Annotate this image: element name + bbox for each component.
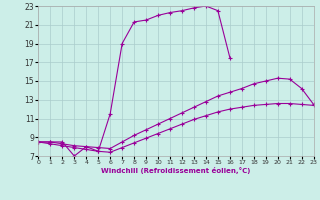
X-axis label: Windchill (Refroidissement éolien,°C): Windchill (Refroidissement éolien,°C) bbox=[101, 167, 251, 174]
